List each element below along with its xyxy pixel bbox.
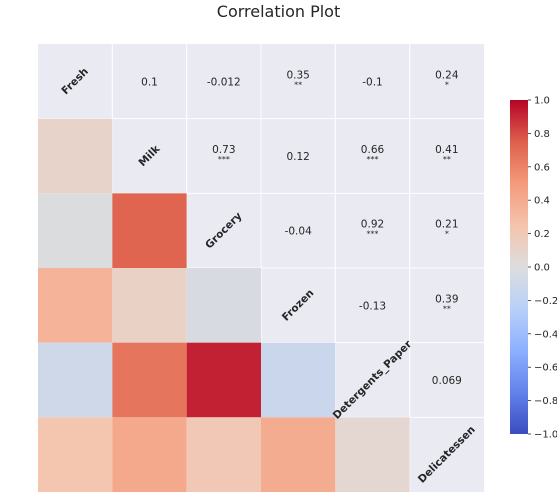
colorbar-tick-label: 0.2 bbox=[534, 229, 550, 240]
colorbar bbox=[510, 100, 528, 434]
significance-stars-1-4: *** bbox=[367, 155, 379, 164]
colorbar-tick-label: −0.2 bbox=[534, 296, 557, 307]
colorbar-tick-label: −0.8 bbox=[534, 396, 557, 407]
corr-value-2-4: 0.92 bbox=[361, 219, 384, 231]
colorbar-tick-label: 0.4 bbox=[534, 196, 550, 207]
significance-stars-0-5: * bbox=[445, 80, 449, 89]
colorbar-tick-label: −1.0 bbox=[534, 430, 557, 441]
significance-stars-1-5: ** bbox=[443, 155, 451, 164]
significance-stars-3-5: ** bbox=[443, 304, 451, 313]
colorbar-tick-label: 0.8 bbox=[534, 129, 550, 140]
heatmap-cell-5-4 bbox=[335, 417, 410, 492]
heatmap-cell-5-1 bbox=[112, 417, 187, 492]
heatmap-cell-4-0 bbox=[38, 342, 113, 418]
significance-stars-1-2: *** bbox=[218, 155, 230, 164]
significance-stars-0-3: ** bbox=[294, 80, 302, 89]
colorbar-tick-label: 1.0 bbox=[534, 96, 550, 107]
corr-value-0-1: 0.1 bbox=[141, 76, 158, 88]
colorbar-tick-label: −0.4 bbox=[534, 329, 557, 340]
corr-value-1-3: 0.12 bbox=[286, 151, 309, 163]
corr-value-1-2: 0.73 bbox=[212, 144, 235, 156]
heatmap-cell-5-0 bbox=[38, 417, 113, 492]
corr-value-1-5: 0.41 bbox=[435, 144, 458, 156]
colorbar-tick-label: 0.0 bbox=[534, 263, 550, 274]
heatmap-cell-3-2 bbox=[186, 268, 261, 343]
corr-value-2-3: -0.04 bbox=[285, 226, 312, 238]
heatmap-cell-2-1 bbox=[112, 193, 187, 268]
heatmap-cell-4-1 bbox=[112, 342, 187, 418]
heatmap-cell-3-0 bbox=[38, 268, 113, 343]
corr-value-3-4: -0.13 bbox=[359, 300, 386, 312]
corr-value-3-5: 0.39 bbox=[435, 293, 458, 305]
corr-value-2-5: 0.21 bbox=[435, 219, 458, 231]
corr-value-1-4: 0.66 bbox=[361, 144, 385, 156]
colorbar-tick-label: −0.6 bbox=[534, 363, 557, 374]
colorbar-tick-label: 0.6 bbox=[534, 162, 550, 173]
heatmap-cell-3-1 bbox=[112, 268, 187, 343]
corr-value-0-4: -0.1 bbox=[362, 76, 383, 88]
significance-stars-2-5: * bbox=[445, 230, 449, 239]
corr-value-0-2: -0.012 bbox=[207, 76, 241, 88]
corr-value-4-5: 0.069 bbox=[432, 375, 462, 387]
heatmap-cell-4-3 bbox=[261, 342, 336, 418]
chart-title: Correlation Plot bbox=[216, 2, 341, 21]
heatmap-cell-5-3 bbox=[261, 417, 336, 492]
heatmap-cell-2-0 bbox=[38, 193, 113, 268]
heatmap-cell-1-0 bbox=[38, 118, 113, 194]
heatmap-cell-4-2 bbox=[186, 342, 261, 418]
significance-stars-2-4: *** bbox=[367, 230, 379, 239]
corr-value-0-5: 0.24 bbox=[435, 69, 459, 81]
corr-value-0-3: 0.35 bbox=[286, 69, 309, 81]
heatmap-cell-5-2 bbox=[186, 417, 261, 492]
